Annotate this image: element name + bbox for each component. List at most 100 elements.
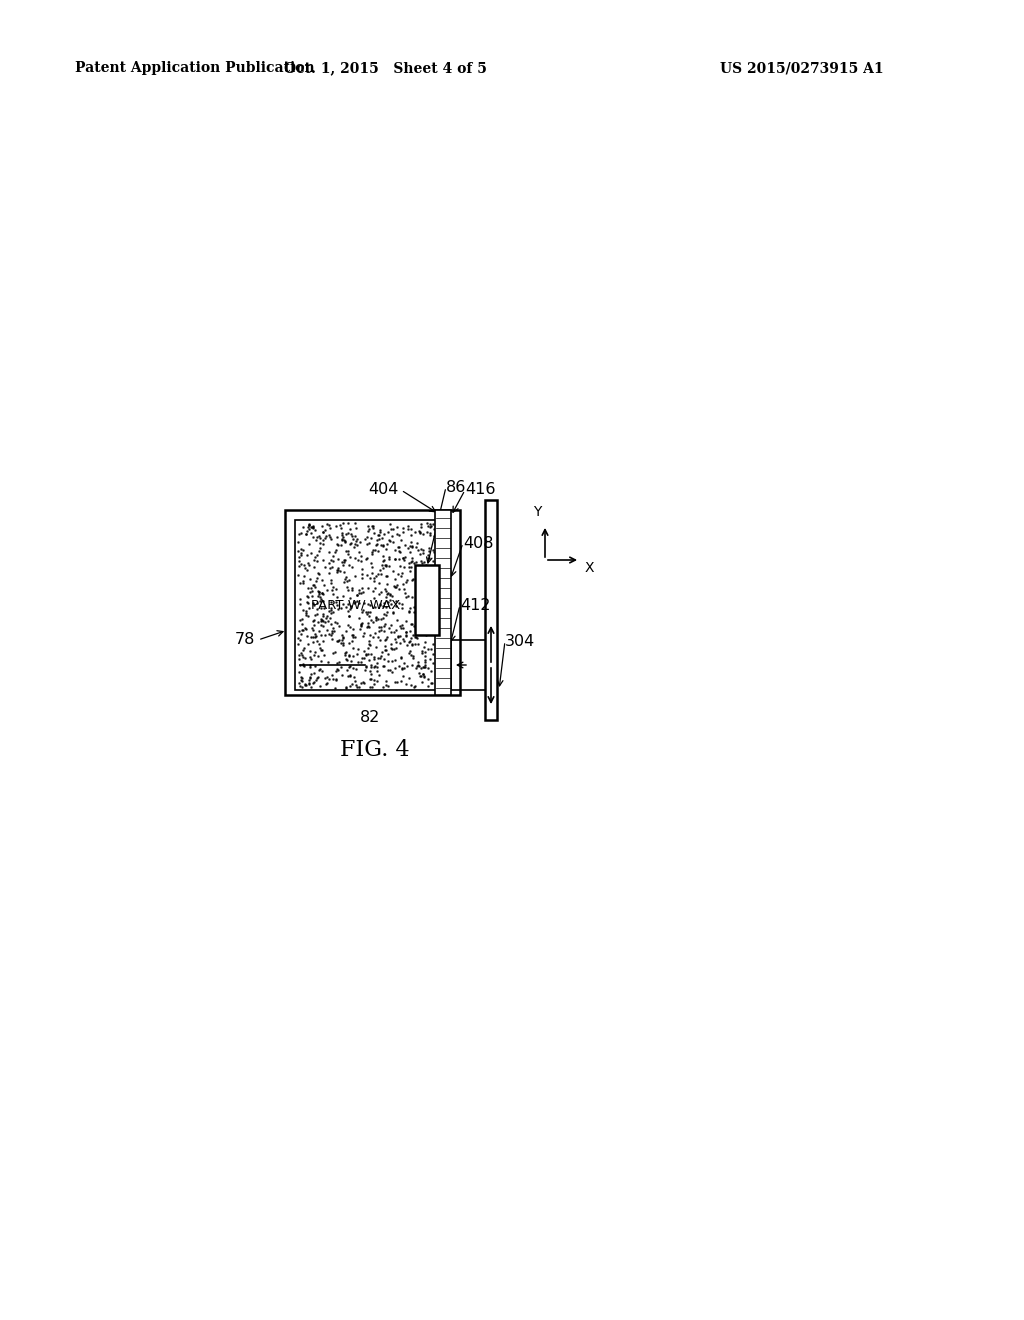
Point [333,656,349,677]
Point [312,638,329,659]
Point [420,623,436,644]
Point [315,606,332,627]
Point [293,539,309,560]
Point [404,569,421,590]
Point [379,602,395,623]
Point [410,591,426,612]
Point [346,525,362,546]
Point [291,556,307,577]
Point [393,594,410,615]
Point [341,606,357,627]
Point [370,627,386,648]
Point [360,520,377,541]
Point [426,564,442,585]
Point [376,549,392,570]
Point [417,642,433,663]
Point [418,586,434,607]
Point [422,524,438,545]
Point [339,576,355,597]
Point [378,533,394,554]
Point [301,568,317,589]
Point [361,606,378,627]
Point [305,516,322,537]
Point [421,618,437,639]
Point [335,512,351,533]
Point [344,579,360,601]
Point [368,610,384,631]
Point [338,566,354,587]
Point [307,519,324,540]
Point [392,626,409,647]
Point [422,648,438,669]
Point [397,582,414,603]
Point [395,652,412,673]
Point [398,626,415,647]
Point [303,627,319,648]
Point [311,564,328,585]
Point [311,537,328,558]
Point [360,533,377,554]
Point [346,667,362,688]
Point [302,668,318,689]
Point [369,671,385,692]
Text: 416: 416 [465,483,496,498]
Point [295,655,311,676]
Point [345,618,361,639]
Point [313,624,330,645]
Point [360,634,377,655]
Point [292,594,308,615]
Point [323,570,339,591]
Point [420,676,436,697]
Point [419,576,435,597]
Point [372,521,388,543]
Point [377,636,393,657]
Point [416,611,432,632]
Point [380,546,396,568]
Point [390,578,407,599]
Point [328,669,344,690]
Point [314,583,331,605]
Point [335,634,351,655]
Point [392,541,409,562]
Point [316,519,333,540]
Point [352,614,369,635]
Text: Patent Application Publication: Patent Application Publication [75,61,314,75]
Point [325,550,341,572]
Point [303,516,319,537]
Point [416,612,432,634]
Point [315,529,332,550]
Point [407,615,423,636]
Point [416,552,432,573]
Point [379,565,395,586]
Point [305,610,322,631]
Point [416,636,432,657]
Point [313,649,330,671]
Point [423,622,439,643]
Point [349,549,366,570]
Point [318,619,335,640]
Point [382,589,398,610]
Point [401,561,418,582]
Point [380,644,396,665]
Point [294,671,310,692]
Point [337,642,353,663]
Point [336,562,352,583]
Text: Y: Y [532,506,542,519]
Point [364,544,380,565]
Point [342,546,358,568]
Point [347,591,364,612]
Point [416,543,432,564]
Point [341,656,357,677]
Point [428,586,444,607]
Point [358,603,375,624]
Point [358,548,375,569]
Point [307,656,324,677]
Point [330,660,346,681]
Point [420,516,436,537]
Point [364,562,380,583]
Point [358,602,375,623]
Point [318,667,335,688]
Point [311,590,328,611]
Point [291,546,307,568]
Point [356,660,373,681]
